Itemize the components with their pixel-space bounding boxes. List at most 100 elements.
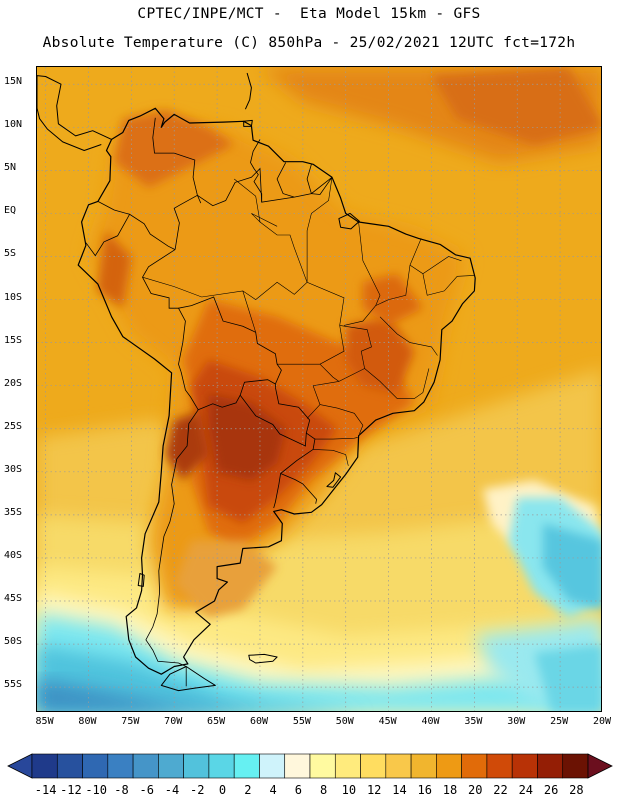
colorbar-swatch [208,753,235,779]
colorbar-swatch [511,753,538,779]
latitude-label: EQ [4,205,17,217]
border-brazil-bolivia [178,296,282,388]
longitude-label: 55W [292,716,311,727]
model-title: CPTEC/INPE/MCT - Eta Model 15km - GFS [137,6,481,22]
latitude-label: 10S [4,291,23,303]
longitude-label: 20W [592,716,612,727]
colorbar-swatch [461,753,488,779]
colorbar-swatch [385,753,412,779]
south-america-coast [77,107,476,675]
border-brazil-peru-bolivia [142,249,186,373]
colorbar-tick-label: -8 [114,783,129,797]
colorbar-tick-label: 14 [392,783,407,797]
temperature-map [36,66,602,712]
border-brazil-north [173,167,333,250]
longitude-label: 60W [249,716,268,727]
state-border [319,325,372,382]
colorbar-swatch [486,753,513,779]
border-chile-argentina [145,409,199,687]
longitude-label: 75W [121,716,140,727]
state-border [313,449,349,466]
border-colombia-ecuador-peru [97,201,176,250]
border-venezuela-guyana [250,139,263,203]
longitude-label: 35W [464,716,483,727]
colorbar-swatch [259,753,286,779]
map-canvas [37,67,601,711]
lesser-antilles-coast [244,72,252,110]
colorbar-tick-label: 6 [294,783,302,797]
trinidad-coast [243,119,253,127]
colorbar-swatch [31,753,58,779]
band-neg6C [37,678,241,711]
colorbar-swatch [436,753,462,779]
longitude-label: 25W [550,716,569,727]
lagoa-dos-patos [326,472,342,488]
colorbar-tick-label: -6 [139,783,154,797]
border-paraguay [239,387,311,447]
falklands-coast [248,653,278,664]
south-atlantic-cold [534,644,601,711]
colorbar-tick-label: 18 [442,783,458,797]
longitude-label: 50W [335,716,354,727]
colorbar-swatch [334,753,361,779]
colorbar-tick-label: -2 [190,783,205,797]
state-border [422,256,462,274]
state-border [242,290,256,333]
colorbar-swatch [56,753,83,779]
colorbar-tick-label: -12 [60,783,82,797]
peru-coast-hot [97,230,132,309]
latitude-label: 15N [4,76,23,88]
latitude-label: 5N [4,162,17,174]
state-border [375,238,422,306]
country-borders [85,117,333,687]
colorbar-swatch [309,753,336,779]
colorbar-swatch [107,753,134,779]
colorbar-low-arrow [7,753,33,779]
colorbar-swatch [410,753,437,779]
colorbar-tick-label: 10 [341,783,357,797]
colorbar-tick-label: 28 [569,783,584,797]
colorbar-tick-label: 2 [244,783,252,797]
state-border [319,404,364,435]
longitude-label: 80W [78,716,97,727]
border-ecuador-peru [85,214,130,257]
state-borders [142,177,475,466]
colorbar-swatch [132,753,159,779]
border-guyana-suriname [276,162,295,198]
colorbar-swatch [284,753,311,779]
border-bolivia-chile-argentina [180,371,276,411]
highlands-hot [345,316,415,395]
latitude-label: 30S [4,463,23,475]
colorbar-tick-label: 20 [468,783,483,797]
colorbar-tick-label: 0 [218,783,227,797]
latitude-label: 10N [4,119,23,131]
coastlines [37,72,476,692]
longitude-label: 30W [507,716,526,727]
latitude-label: 15S [4,334,23,346]
colorbar-tick-label: 26 [543,783,559,797]
latitude-label: 35S [4,506,23,518]
colorbar-tick-label: 24 [518,783,534,797]
colorbar-tick-label: 8 [320,783,328,797]
state-border [314,437,358,440]
latitude-label: 50S [4,636,23,648]
latitude-label: 20S [4,377,23,389]
tierra-del-fuego-coast [160,666,216,692]
colorbar-swatch [537,753,564,779]
colorbar-swatch [82,753,109,779]
state-border [306,381,339,419]
border-colombia-venezuela [152,117,202,204]
patagonia-warm [174,540,278,619]
colorbar-swatch [183,753,210,779]
colorbar-swatch [233,753,260,779]
latitude-label: 55S [4,679,23,691]
colorbar-tick-label: -10 [85,783,108,797]
chiloe-coast [137,573,145,587]
central-america-coast [37,75,112,151]
chaco-core [208,394,286,481]
colorbar-tick-label: 16 [417,783,432,797]
field-title: Absolute Temperature (C) 850hPa - 25/02/… [42,35,576,51]
colorbar-tick-label: -4 [164,783,180,797]
latitude-label: 45S [4,593,23,605]
colorbar-high-arrow [587,753,613,779]
